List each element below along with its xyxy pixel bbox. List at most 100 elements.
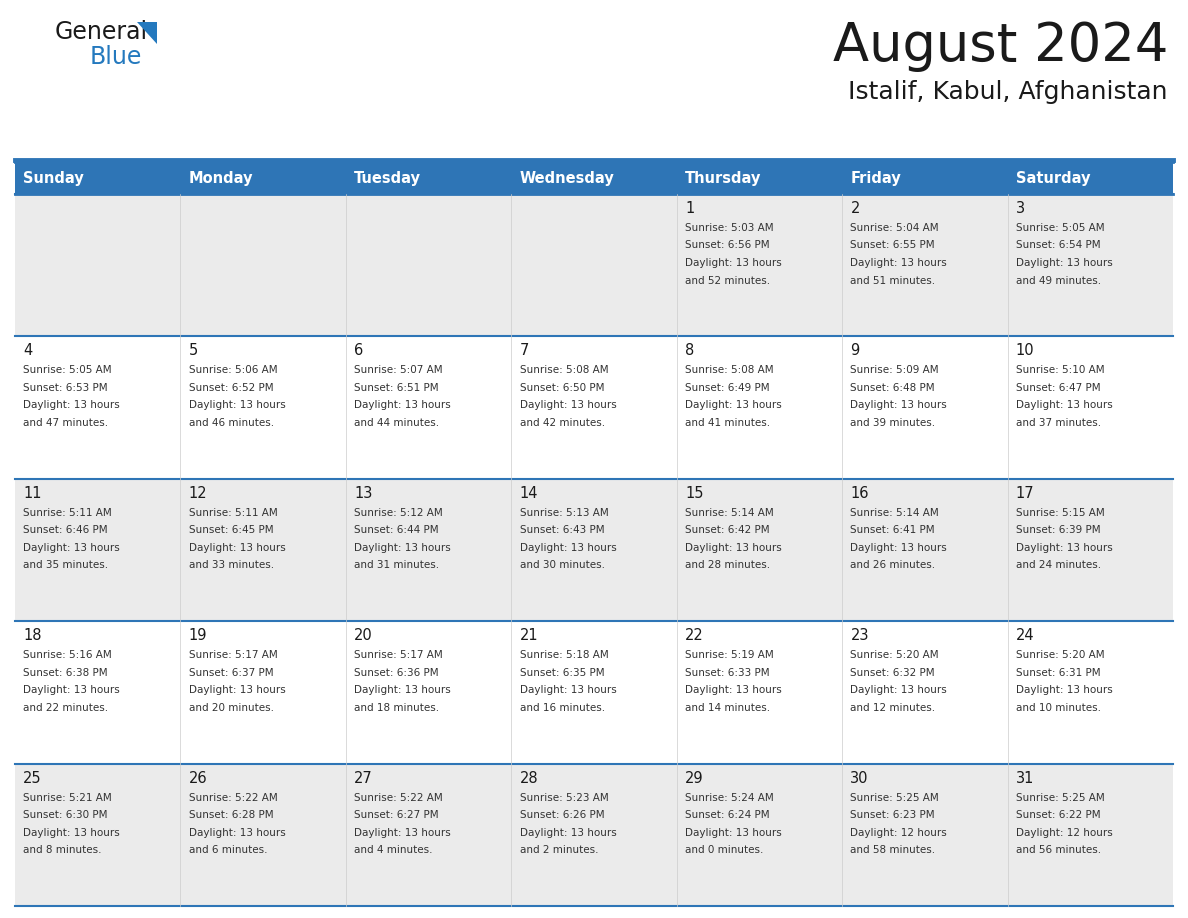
Text: Sunset: 6:23 PM: Sunset: 6:23 PM bbox=[851, 810, 935, 820]
Text: Sunset: 6:38 PM: Sunset: 6:38 PM bbox=[24, 667, 108, 677]
Text: Daylight: 13 hours: Daylight: 13 hours bbox=[189, 685, 285, 695]
Text: and 26 minutes.: and 26 minutes. bbox=[851, 560, 935, 570]
Text: Sunset: 6:27 PM: Sunset: 6:27 PM bbox=[354, 810, 438, 820]
Text: Sunset: 6:37 PM: Sunset: 6:37 PM bbox=[189, 667, 273, 677]
Text: 14: 14 bbox=[519, 486, 538, 501]
Text: Sunset: 6:43 PM: Sunset: 6:43 PM bbox=[519, 525, 605, 535]
Text: 16: 16 bbox=[851, 486, 868, 501]
Text: Sunset: 6:35 PM: Sunset: 6:35 PM bbox=[519, 667, 605, 677]
Text: Daylight: 13 hours: Daylight: 13 hours bbox=[1016, 685, 1113, 695]
Text: Sunrise: 5:15 AM: Sunrise: 5:15 AM bbox=[1016, 508, 1105, 518]
Bar bbox=[842, 162, 1007, 194]
Text: Daylight: 12 hours: Daylight: 12 hours bbox=[851, 828, 947, 837]
Text: and 58 minutes.: and 58 minutes. bbox=[851, 845, 935, 855]
Text: 13: 13 bbox=[354, 486, 373, 501]
Bar bbox=[181, 162, 346, 194]
Text: and 47 minutes.: and 47 minutes. bbox=[24, 418, 108, 428]
Text: 24: 24 bbox=[1016, 628, 1035, 644]
Text: Sunset: 6:33 PM: Sunset: 6:33 PM bbox=[685, 667, 770, 677]
Text: Thursday: Thursday bbox=[685, 171, 762, 185]
Text: and 14 minutes.: and 14 minutes. bbox=[685, 702, 770, 712]
Text: 12: 12 bbox=[189, 486, 208, 501]
Text: and 42 minutes.: and 42 minutes. bbox=[519, 418, 605, 428]
Text: Daylight: 13 hours: Daylight: 13 hours bbox=[354, 543, 451, 553]
Text: Sunrise: 5:10 AM: Sunrise: 5:10 AM bbox=[1016, 365, 1105, 375]
Text: 11: 11 bbox=[24, 486, 42, 501]
Text: Sunrise: 5:04 AM: Sunrise: 5:04 AM bbox=[851, 223, 939, 233]
Text: Sunrise: 5:05 AM: Sunrise: 5:05 AM bbox=[1016, 223, 1105, 233]
Text: Sunrise: 5:03 AM: Sunrise: 5:03 AM bbox=[685, 223, 773, 233]
Text: Sunrise: 5:24 AM: Sunrise: 5:24 AM bbox=[685, 792, 773, 802]
Text: Daylight: 13 hours: Daylight: 13 hours bbox=[851, 685, 947, 695]
Text: and 10 minutes.: and 10 minutes. bbox=[1016, 702, 1101, 712]
Text: Sunrise: 5:08 AM: Sunrise: 5:08 AM bbox=[685, 365, 773, 375]
Text: and 41 minutes.: and 41 minutes. bbox=[685, 418, 770, 428]
Text: Daylight: 13 hours: Daylight: 13 hours bbox=[1016, 543, 1113, 553]
Bar bbox=[15, 194, 1173, 336]
Text: and 51 minutes.: and 51 minutes. bbox=[851, 275, 935, 285]
Text: 5: 5 bbox=[189, 343, 198, 358]
Text: and 18 minutes.: and 18 minutes. bbox=[354, 702, 440, 712]
Text: Daylight: 13 hours: Daylight: 13 hours bbox=[24, 400, 120, 410]
Text: Sunset: 6:24 PM: Sunset: 6:24 PM bbox=[685, 810, 770, 820]
Text: and 22 minutes.: and 22 minutes. bbox=[24, 702, 108, 712]
Text: 15: 15 bbox=[685, 486, 703, 501]
Text: Sunrise: 5:16 AM: Sunrise: 5:16 AM bbox=[24, 650, 112, 660]
Text: Daylight: 13 hours: Daylight: 13 hours bbox=[24, 685, 120, 695]
Text: and 33 minutes.: and 33 minutes. bbox=[189, 560, 273, 570]
Text: Sunset: 6:47 PM: Sunset: 6:47 PM bbox=[1016, 383, 1100, 393]
Text: Sunrise: 5:25 AM: Sunrise: 5:25 AM bbox=[851, 792, 940, 802]
Text: Daylight: 13 hours: Daylight: 13 hours bbox=[189, 828, 285, 837]
Text: Sunset: 6:51 PM: Sunset: 6:51 PM bbox=[354, 383, 438, 393]
Text: and 56 minutes.: and 56 minutes. bbox=[1016, 845, 1101, 855]
Text: Sunrise: 5:11 AM: Sunrise: 5:11 AM bbox=[24, 508, 112, 518]
Text: Wednesday: Wednesday bbox=[519, 171, 614, 185]
Text: Sunset: 6:39 PM: Sunset: 6:39 PM bbox=[1016, 525, 1100, 535]
Text: Sunset: 6:31 PM: Sunset: 6:31 PM bbox=[1016, 667, 1100, 677]
Text: and 8 minutes.: and 8 minutes. bbox=[24, 845, 102, 855]
Text: Sunset: 6:22 PM: Sunset: 6:22 PM bbox=[1016, 810, 1100, 820]
Text: Daylight: 13 hours: Daylight: 13 hours bbox=[1016, 258, 1113, 268]
Text: 28: 28 bbox=[519, 770, 538, 786]
Text: Sunrise: 5:20 AM: Sunrise: 5:20 AM bbox=[851, 650, 939, 660]
Polygon shape bbox=[137, 22, 157, 44]
Text: and 24 minutes.: and 24 minutes. bbox=[1016, 560, 1101, 570]
Text: Sunrise: 5:08 AM: Sunrise: 5:08 AM bbox=[519, 365, 608, 375]
Text: Sunrise: 5:20 AM: Sunrise: 5:20 AM bbox=[1016, 650, 1105, 660]
Text: Daylight: 13 hours: Daylight: 13 hours bbox=[354, 400, 451, 410]
Bar bbox=[15, 479, 1173, 621]
Text: Sunset: 6:36 PM: Sunset: 6:36 PM bbox=[354, 667, 438, 677]
Text: Sunset: 6:53 PM: Sunset: 6:53 PM bbox=[24, 383, 108, 393]
Text: Daylight: 13 hours: Daylight: 13 hours bbox=[685, 828, 782, 837]
Text: Sunset: 6:32 PM: Sunset: 6:32 PM bbox=[851, 667, 935, 677]
Text: Sunrise: 5:14 AM: Sunrise: 5:14 AM bbox=[851, 508, 940, 518]
Text: 2: 2 bbox=[851, 201, 860, 216]
Text: August 2024: August 2024 bbox=[833, 20, 1168, 72]
Text: Daylight: 13 hours: Daylight: 13 hours bbox=[189, 400, 285, 410]
Text: Daylight: 12 hours: Daylight: 12 hours bbox=[1016, 828, 1113, 837]
Text: Sunrise: 5:22 AM: Sunrise: 5:22 AM bbox=[354, 792, 443, 802]
Text: Daylight: 13 hours: Daylight: 13 hours bbox=[519, 543, 617, 553]
Text: Sunset: 6:42 PM: Sunset: 6:42 PM bbox=[685, 525, 770, 535]
Bar bbox=[1007, 162, 1173, 194]
Text: 27: 27 bbox=[354, 770, 373, 786]
Text: Sunset: 6:41 PM: Sunset: 6:41 PM bbox=[851, 525, 935, 535]
Text: Blue: Blue bbox=[90, 45, 143, 69]
Text: Sunrise: 5:07 AM: Sunrise: 5:07 AM bbox=[354, 365, 443, 375]
Text: and 31 minutes.: and 31 minutes. bbox=[354, 560, 440, 570]
Text: and 37 minutes.: and 37 minutes. bbox=[1016, 418, 1101, 428]
Text: Sunset: 6:28 PM: Sunset: 6:28 PM bbox=[189, 810, 273, 820]
Text: Sunrise: 5:25 AM: Sunrise: 5:25 AM bbox=[1016, 792, 1105, 802]
Text: Sunrise: 5:09 AM: Sunrise: 5:09 AM bbox=[851, 365, 939, 375]
Text: Sunset: 6:48 PM: Sunset: 6:48 PM bbox=[851, 383, 935, 393]
Text: Daylight: 13 hours: Daylight: 13 hours bbox=[685, 400, 782, 410]
Text: and 4 minutes.: and 4 minutes. bbox=[354, 845, 432, 855]
Text: Sunrise: 5:17 AM: Sunrise: 5:17 AM bbox=[354, 650, 443, 660]
Text: Sunset: 6:46 PM: Sunset: 6:46 PM bbox=[24, 525, 108, 535]
Text: 1: 1 bbox=[685, 201, 694, 216]
Text: Sunset: 6:52 PM: Sunset: 6:52 PM bbox=[189, 383, 273, 393]
Text: Sunrise: 5:06 AM: Sunrise: 5:06 AM bbox=[189, 365, 277, 375]
Text: Tuesday: Tuesday bbox=[354, 171, 421, 185]
Text: Friday: Friday bbox=[851, 171, 902, 185]
Text: Sunrise: 5:05 AM: Sunrise: 5:05 AM bbox=[24, 365, 112, 375]
